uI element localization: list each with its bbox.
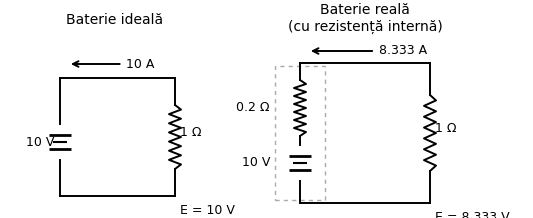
Text: 1 Ω: 1 Ω	[180, 126, 201, 138]
Text: 0.2 Ω: 0.2 Ω	[237, 102, 270, 114]
Text: 10 A: 10 A	[126, 58, 155, 70]
Text: 10 V: 10 V	[26, 136, 54, 148]
Text: 1 Ω: 1 Ω	[435, 121, 456, 135]
Text: 10 V: 10 V	[241, 157, 270, 170]
Text: E = 8.333 V: E = 8.333 V	[435, 211, 510, 218]
Text: Baterie ideală: Baterie ideală	[67, 13, 164, 27]
Text: E = 10 V: E = 10 V	[180, 204, 235, 217]
Text: 8.333 A: 8.333 A	[379, 44, 427, 58]
Bar	[275, 66, 325, 200]
Text: Baterie reală
(cu rezistență internă): Baterie reală (cu rezistență internă)	[288, 3, 442, 34]
